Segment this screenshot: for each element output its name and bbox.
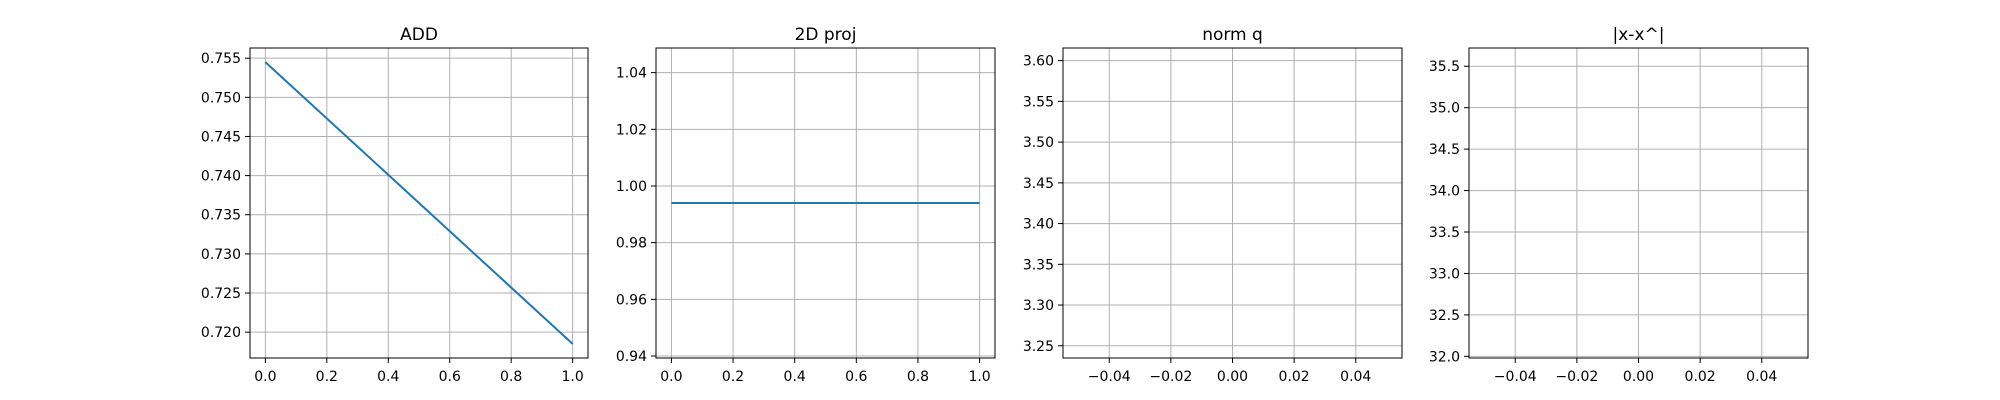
subplot-title: norm q <box>1202 25 1263 45</box>
x-tick-label: 0.02 <box>1279 369 1310 385</box>
y-tick-label: 0.725 <box>201 286 241 302</box>
y-tick-label: 0.740 <box>201 169 241 185</box>
y-tick-label: 0.750 <box>201 90 241 106</box>
axes-frame <box>249 47 589 359</box>
y-tick-label: 32.0 <box>1429 349 1460 365</box>
y-tick-label: 3.25 <box>1023 339 1054 355</box>
x-tick-label: 0.00 <box>1217 369 1248 385</box>
axes-frame <box>655 47 996 359</box>
x-tick-label: −0.04 <box>1088 369 1131 385</box>
x-tick-label: 0.4 <box>377 369 399 385</box>
x-tick-label: 0.6 <box>845 369 867 385</box>
y-tick-label: 3.50 <box>1023 135 1054 151</box>
series-line-1 <box>264 61 574 345</box>
x-tick-label: 0.2 <box>722 369 744 385</box>
x-tick-label: −0.04 <box>1494 369 1537 385</box>
y-tick-label: 33.5 <box>1429 225 1460 241</box>
y-tick-label: 34.5 <box>1429 142 1460 158</box>
x-tick-label: −0.02 <box>1555 369 1598 385</box>
y-tick-label: 32.5 <box>1429 308 1460 324</box>
x-tick-label: 1.0 <box>968 369 990 385</box>
x-tick-label: 0.04 <box>1746 369 1777 385</box>
y-tick-label: 3.60 <box>1023 54 1054 70</box>
x-tick-label: 0.8 <box>500 369 522 385</box>
y-tick-label: 1.04 <box>616 66 647 82</box>
x-tick-label: 0.02 <box>1685 369 1716 385</box>
y-tick-label: 33.0 <box>1429 266 1460 282</box>
y-tick-label: 34.0 <box>1429 184 1460 200</box>
y-tick-label: 35.0 <box>1429 101 1460 117</box>
subplot-2: 0.0 0.2 0.4 0.6 0.8 1.0 0.94 0.96 0.98 1.00 1.02 1.… <box>616 25 996 385</box>
y-tick-label: 0.755 <box>201 51 241 67</box>
subplot-4: −0.04 −0.02 0.00 0.02 0.04 32.0 32.5 33.0 33.5 34… <box>1429 25 1809 385</box>
x-tick-label: 0.4 <box>784 369 806 385</box>
x-tick-label: 0.0 <box>660 369 682 385</box>
x-tick-label: −0.02 <box>1149 369 1192 385</box>
x-tick-label: 0.04 <box>1340 369 1371 385</box>
x-tick-label: 1.0 <box>562 369 584 385</box>
y-tick-label: 0.98 <box>616 236 647 252</box>
y-tick-label: 0.745 <box>201 129 241 145</box>
y-tick-label: 3.35 <box>1023 257 1054 273</box>
y-tick-label: 0.730 <box>201 247 241 263</box>
x-tick-label: 0.0 <box>254 369 276 385</box>
y-tick-label: 3.40 <box>1023 217 1054 233</box>
y-tick-label: 0.94 <box>616 349 647 365</box>
subplot-title: |x-x^| <box>1613 25 1665 45</box>
y-tick-label: 3.45 <box>1023 176 1054 192</box>
x-tick-label: 0.8 <box>907 369 929 385</box>
subplot-1: 0.0 0.2 0.4 0.6 0.8 1.0 0.720 0.725 0.730 0.735 0.… <box>201 25 589 385</box>
subplot-3: −0.04 −0.02 0.00 0.02 0.04 3.25 3.30 3.35 3.40 3.… <box>1023 25 1403 385</box>
y-tick-label: 3.55 <box>1023 94 1054 110</box>
subplot-title: 2D proj <box>795 25 857 45</box>
y-tick-label: 1.00 <box>616 179 647 195</box>
y-tick-label: 35.5 <box>1429 59 1460 75</box>
y-tick-label: 0.720 <box>201 325 241 341</box>
x-tick-label: 0.6 <box>439 369 461 385</box>
x-tick-label: 0.2 <box>316 369 338 385</box>
x-tick-label: 0.00 <box>1623 369 1654 385</box>
subplot-title: ADD <box>400 25 438 45</box>
y-tick-label: 0.735 <box>201 208 241 224</box>
y-tick-label: 0.96 <box>616 292 647 308</box>
y-tick-label: 1.02 <box>616 122 647 138</box>
y-tick-label: 3.30 <box>1023 298 1054 314</box>
